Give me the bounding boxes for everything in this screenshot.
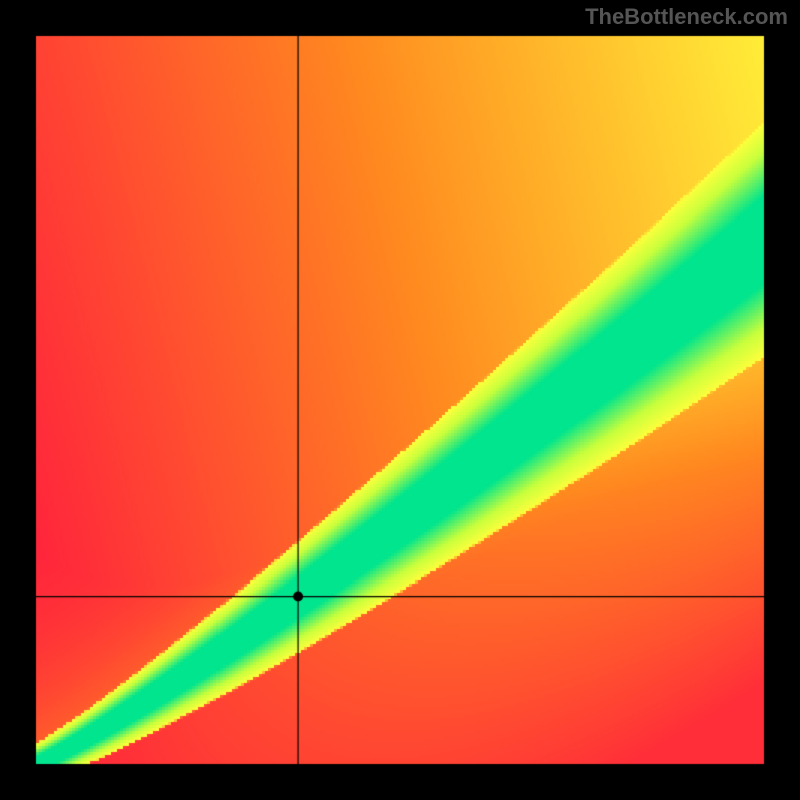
watermark-text: TheBottleneck.com (585, 4, 788, 30)
chart-container: TheBottleneck.com (0, 0, 800, 800)
heatmap-canvas (0, 0, 800, 800)
